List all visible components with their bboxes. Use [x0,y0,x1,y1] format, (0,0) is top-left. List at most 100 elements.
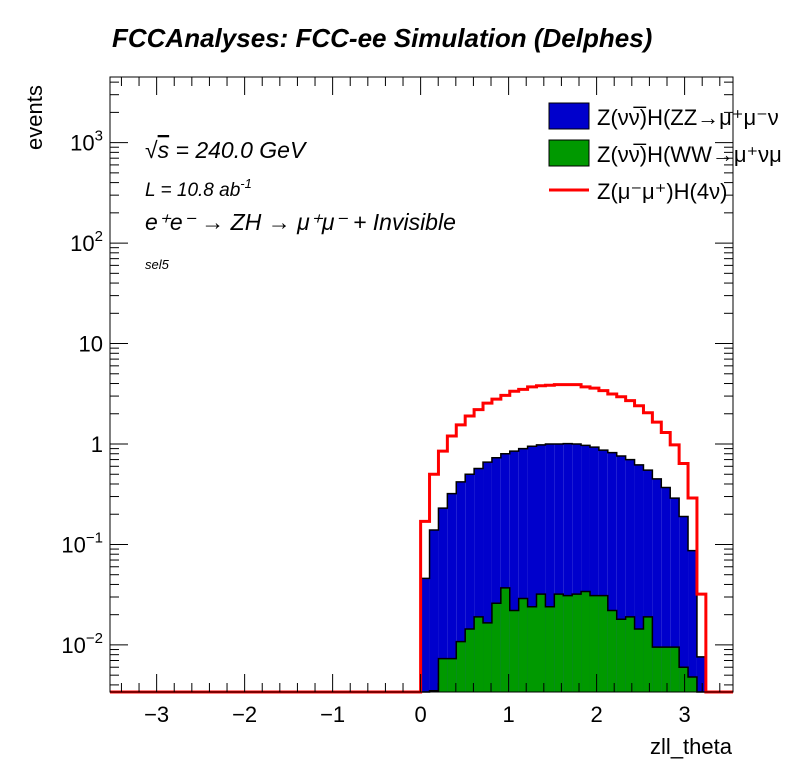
y-tick-label: 102 [70,228,103,256]
x-tick-label: 3 [678,702,690,727]
histogram-bar [483,622,492,692]
y-axis-label: events [22,85,47,150]
histogram-bars [419,442,707,693]
histogram-bar [563,595,573,692]
plot-frame [109,76,734,693]
histogram-bar [429,529,439,692]
x-tick-label: −1 [320,702,345,727]
y-tick-label: 10−1 [61,529,103,557]
histogram-bar [438,658,448,692]
energy-text: = 240.0 GeV [169,137,308,163]
histogram-bar [456,481,466,692]
histogram-bar [518,448,528,692]
x-tick-label: −3 [144,702,169,727]
legend-label: Z(νν̅)H(WW→μ⁺νμ [597,142,782,167]
histogram-bar [536,444,546,692]
x-tick-label: 1 [502,702,514,727]
histogram-bar [598,450,608,692]
histogram-bar [661,647,671,692]
histogram-bar [607,610,617,692]
histogram-bar [572,594,582,692]
y-tick-label: 10−2 [61,630,103,658]
luminosity-annotation: L = 10.8 ab-1 [145,176,252,201]
legend-entry: Z(μ⁻μ⁺)H(4ν) [549,179,727,204]
histogram-bar [491,457,501,692]
legend-entry: Z(νν̅)H(WW→μ⁺νμ [548,139,782,167]
histogram-bar [598,595,608,692]
histogram-bar [652,478,662,692]
histogram-bar [670,647,680,692]
histogram-bar [616,619,626,692]
histogram-bar [625,459,635,692]
histogram-bar [545,606,555,692]
histogram-bar [581,591,590,692]
histogram-bar [643,470,653,692]
axes: −3 −2 −1 0 1 2 3 10−2 10−1 1 10 102 103 [61,77,733,727]
x-tick-label: 2 [590,702,602,727]
histogram-bar [625,616,635,692]
lumi-text: L = 10.8 ab [145,180,240,201]
legend-entry: Z(νν̅)H(ZZ→μ⁺μ⁻ν [548,102,779,130]
histogram-lines [110,383,733,694]
y-tick-label: 103 [70,128,103,156]
histogram-bar [518,598,528,692]
histogram-bar [581,445,590,692]
histogram-bar [634,464,644,692]
histogram-bar [572,444,582,692]
sqrt-s-annotation: √s = 240.0 GeV [145,137,308,163]
histogram-outline [419,442,707,692]
histogram-bar [509,451,519,692]
histogram-bar [500,587,510,692]
x-tick-label: 0 [414,702,426,727]
histogram-bar [643,616,653,692]
histogram-outline [420,587,706,693]
chart-title: FCCAnalyses: FCC-ee Simulation (Delphes) [112,23,652,53]
histogram-bar [679,516,689,692]
histogram-bar [447,658,457,692]
series-0-bars [420,587,706,693]
histogram-bar [456,641,466,692]
histogram-bar [688,550,697,692]
series-1-bars [419,442,707,692]
histogram-bar [483,462,492,692]
legend: Z(νν̅)H(ZZ→μ⁺μ⁻ν Z(νν̅)H(WW→μ⁺νμ Z(μ⁻μ⁺)H(… [548,102,782,204]
legend-label: Z(μ⁻μ⁺)H(4ν) [597,179,727,204]
histogram-bar [527,446,537,692]
histogram-bar [634,629,644,692]
histogram-bar [696,656,706,692]
histogram-bar [652,647,662,692]
histogram-bar [554,444,564,692]
legend-label: Z(νν̅)H(ZZ→μ⁺μ⁻ν [597,105,779,130]
histogram-bar [465,629,475,692]
histogram-bar [670,498,680,692]
histogram-bar [527,606,537,692]
histogram-bar [491,603,501,692]
histogram-bar [616,455,626,692]
histogram-bar [438,508,448,692]
y-tick-label: 10 [79,332,103,357]
histogram-bar [688,676,697,692]
histogram-bar [554,594,564,692]
histogram-bar [661,487,671,692]
histogram-bar [589,447,599,692]
sqrt-s-symbol: s [158,137,170,163]
histogram-bar [474,468,484,692]
histogram-bar [509,610,519,692]
histogram-bar [500,453,510,692]
histogram-bar [563,443,573,692]
histogram-bar [536,594,546,692]
histogram-bar [420,578,430,692]
legend-swatch [548,102,590,130]
histogram-bar [447,493,457,692]
legend-swatch [548,139,590,167]
histogram-bar [474,616,484,692]
histogram-bar [465,474,475,692]
annotation-box: √s = 240.0 GeV L = 10.8 ab-1 e⁺e⁻ → ZH →… [145,137,456,272]
histogram-bar [589,595,599,692]
histogram-bar [545,444,555,692]
histogram-bar [679,667,689,692]
y-tick-label: 1 [91,432,103,457]
x-tick-label: −2 [232,702,257,727]
histogram-bar [607,452,617,692]
